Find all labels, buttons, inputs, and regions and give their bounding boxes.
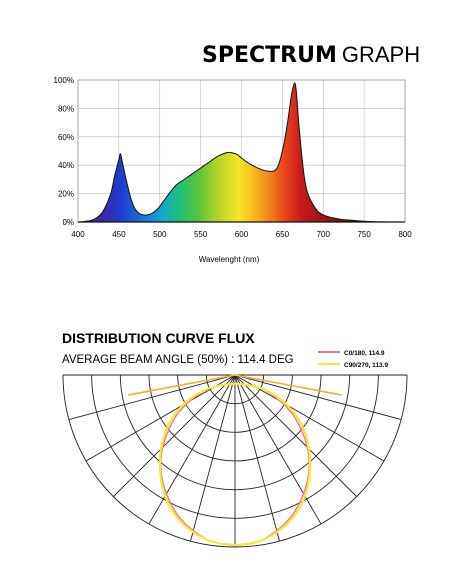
- beam-angle-subtitle: AVERAGE BEAM ANGLE (50%) : 114.4 DEG: [62, 354, 294, 366]
- legend-label-c0: C0/180, 114.9: [344, 350, 385, 357]
- polar-spoke: [234, 374, 280, 542]
- spectrum-x-tick-label: 750: [357, 230, 371, 239]
- spectrum-area: [77, 82, 389, 223]
- spectrum-y-tick-label: 40%: [58, 161, 74, 170]
- polar-spoke: [234, 374, 357, 497]
- spectrum-title: SPECTRUM GRAPH: [202, 42, 420, 68]
- spectrum-y-tick-label: 20%: [58, 190, 74, 199]
- spectrum-x-label: Wavelenght (nm): [199, 255, 260, 264]
- polar-spoke: [234, 374, 402, 420]
- polar-legend: C0/180, 114.9 C90/270, 113.9: [318, 350, 388, 369]
- spectrum-x-tick-label: 650: [276, 230, 290, 239]
- spectrum-x-tick-label: 600: [235, 230, 249, 239]
- polar-spoke: [113, 374, 236, 497]
- spectrum-x-tick-label: 500: [153, 230, 167, 239]
- spectrum-x-tick-label: 700: [317, 230, 331, 239]
- spectrum-title-rest: GRAPH: [342, 42, 420, 67]
- spectrum-x-tick-label: 800: [398, 230, 412, 239]
- spectrum-chart: SPECTRUM GRAPH 0% 20% 40% 60% 80% 100% 400 450 50…: [54, 42, 421, 264]
- distribution-title: DISTRIBUTION CURVE FLUX: [62, 330, 255, 346]
- spectrum-x-tick-label: 450: [112, 230, 126, 239]
- spectrum-y-tick-label: 60%: [58, 133, 74, 142]
- legend-label-c90: C90/270, 113.9: [344, 362, 388, 369]
- polar-spoke: [85, 374, 236, 462]
- polar-series: [128, 374, 342, 547]
- spectrum-axes: 0% 20% 40% 60% 80% 100% 400 450 500 550 600 650 700 7…: [54, 76, 413, 239]
- polar-beam-cone-1: [128, 374, 342, 396]
- polar-spoke: [190, 374, 236, 542]
- polar-grid: [62, 374, 408, 548]
- polar-spoke: [234, 374, 385, 462]
- polar-spoke: [234, 374, 322, 525]
- spectrum-title-bold: SPECTRUM: [202, 43, 337, 68]
- polar-spoke: [148, 374, 236, 525]
- spectrum-y-tick-label: 0%: [62, 218, 74, 227]
- spectrum-x-tick-label: 400: [71, 230, 85, 239]
- spectrum-x-tick-label: 550: [194, 230, 208, 239]
- polar-series-field-1: [158, 382, 312, 547]
- spectrum-y-tick-label: 80%: [58, 104, 74, 113]
- spectrum-y-tick-label: 100%: [54, 76, 74, 85]
- polar-spoke: [68, 374, 236, 420]
